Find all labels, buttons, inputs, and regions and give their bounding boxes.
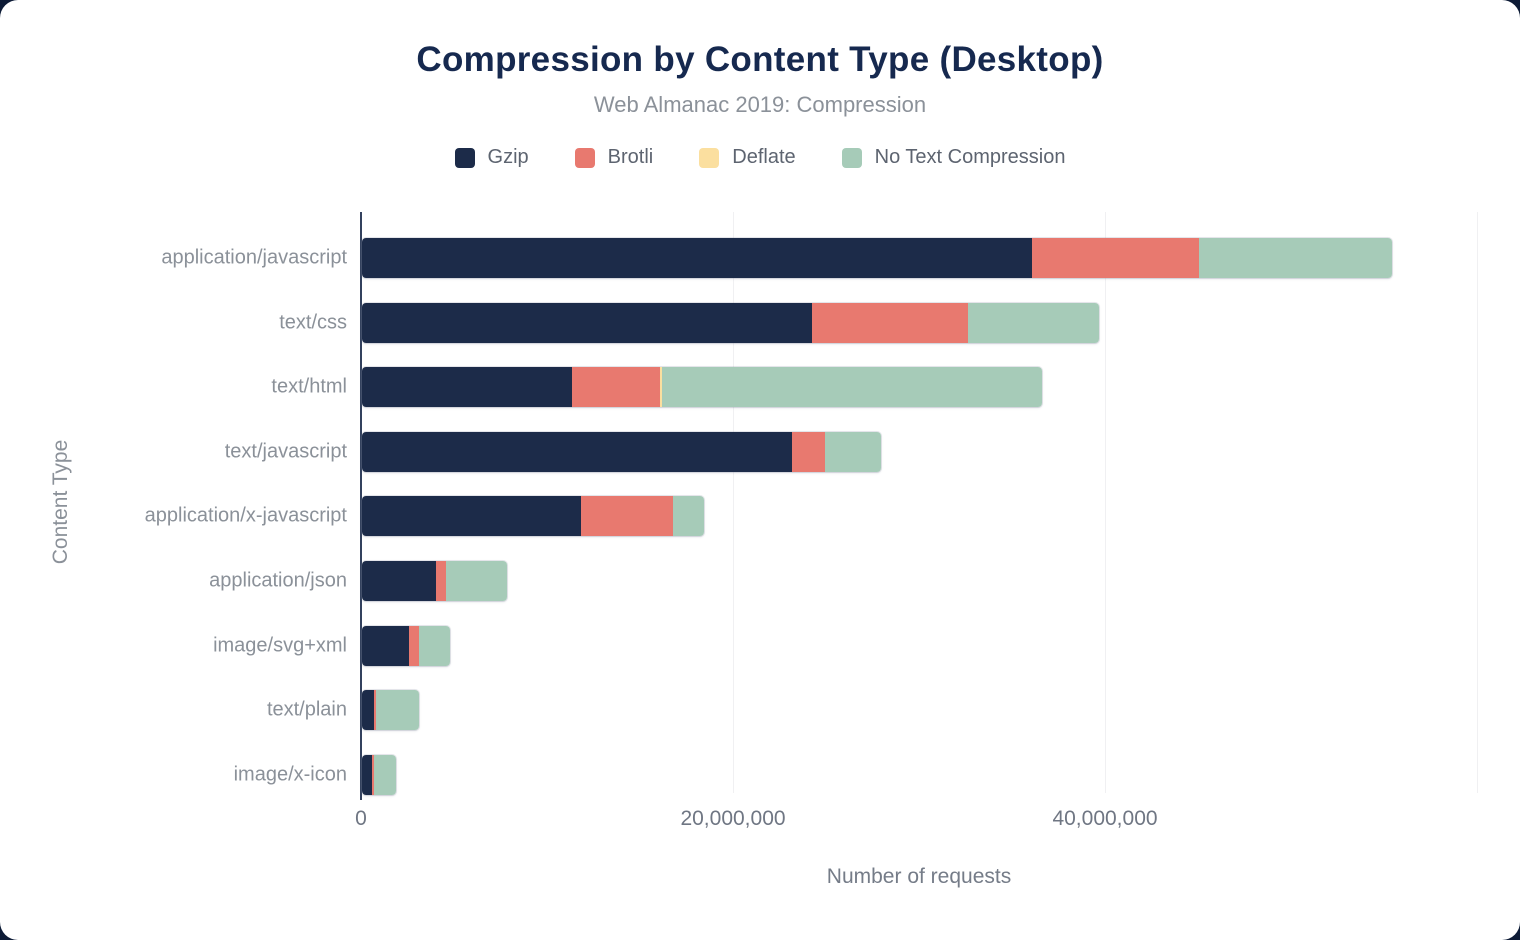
bar-segment-brotli[interactable] <box>373 690 376 731</box>
bar-segment-deflate[interactable] <box>659 367 663 408</box>
bar-segment-brotli[interactable] <box>791 431 826 472</box>
bar-segment-brotli[interactable] <box>371 754 375 795</box>
x-axis-title: Number of requests <box>826 865 1012 888</box>
gridline <box>1105 212 1106 793</box>
bar-segment-no-text-compression[interactable] <box>375 690 419 731</box>
bar-segment-brotli[interactable] <box>436 561 446 601</box>
x-axis-zero-tick <box>360 793 362 800</box>
legend-label: Deflate <box>732 146 796 168</box>
bar-segment-no-text-compression[interactable] <box>672 496 705 537</box>
bar-segment-gzip[interactable] <box>362 625 409 666</box>
bar-segment-no-text-compression[interactable] <box>968 302 1099 343</box>
bar-segment-brotli[interactable] <box>572 367 660 408</box>
bar-segment-no-text-compression[interactable] <box>445 561 508 601</box>
bar-segment-gzip[interactable] <box>362 496 582 537</box>
legend-item-no-text-compression[interactable]: No Text Compression <box>841 146 1066 169</box>
bar-segment-gzip[interactable] <box>362 561 437 601</box>
bar-segment-no-text-compression[interactable] <box>825 431 881 472</box>
y-axis-title: Content Type <box>49 439 72 565</box>
bar-row <box>362 754 396 795</box>
legend: Gzip Brotli Deflate No Text Compression <box>0 146 1520 169</box>
legend-swatch-icon <box>574 147 595 168</box>
bar-row <box>362 496 705 537</box>
bar-segment-no-text-compression[interactable] <box>374 754 396 795</box>
category-label: application/javascript <box>161 246 347 269</box>
legend-item-brotli[interactable]: Brotli <box>574 146 654 169</box>
bar-row <box>362 302 1099 343</box>
bar-segment-brotli[interactable] <box>408 625 419 666</box>
category-label: application/x-javascript <box>144 504 347 527</box>
legend-item-gzip[interactable]: Gzip <box>454 146 529 169</box>
legend-label: Gzip <box>487 146 529 168</box>
bar-segment-brotli[interactable] <box>812 302 969 343</box>
y-axis-line <box>360 212 362 793</box>
legend-swatch-icon <box>841 147 862 168</box>
bar-row <box>362 561 508 601</box>
chart-title: Compression by Content Type (Desktop) <box>416 40 1104 79</box>
category-label: image/x-icon <box>233 763 347 786</box>
bar-row <box>362 238 1393 278</box>
category-label: application/json <box>209 569 347 592</box>
category-label: image/svg+xml <box>213 634 347 657</box>
legend-swatch-icon <box>454 147 475 168</box>
bar-row <box>362 431 881 472</box>
bar-segment-brotli[interactable] <box>581 496 673 537</box>
bar-segment-gzip[interactable] <box>362 754 372 795</box>
chart-subtitle: Web Almanac 2019: Compression <box>593 92 927 117</box>
legend-item-deflate[interactable]: Deflate <box>699 146 796 169</box>
bar-segment-gzip[interactable] <box>362 431 792 472</box>
bar-segment-no-text-compression[interactable] <box>418 625 451 666</box>
bar-segment-gzip[interactable] <box>362 302 813 343</box>
category-label: text/html <box>271 375 347 398</box>
category-label: text/plain <box>266 698 347 721</box>
gridline <box>1477 212 1478 793</box>
x-axis-tick-label: 0 <box>355 807 367 830</box>
bar-row <box>362 690 419 731</box>
bar-row <box>362 625 451 666</box>
bar-segment-gzip[interactable] <box>362 238 1032 278</box>
plot-area: Number of requests 0 20,000,000 40,000,000… <box>145 212 1478 888</box>
bar-segment-no-text-compression[interactable] <box>1199 238 1393 278</box>
legend-swatch-icon <box>699 147 720 168</box>
bar-row <box>362 367 1042 408</box>
gridline <box>733 212 734 793</box>
legend-label: No Text Compression <box>874 146 1066 168</box>
x-axis-tick-label: 20,000,000 <box>680 807 786 830</box>
category-label: text/css <box>279 311 347 334</box>
x-axis-tick-label: 40,000,000 <box>1052 807 1158 830</box>
bar-segment-brotli[interactable] <box>1031 238 1199 278</box>
category-label: text/javascript <box>224 440 347 463</box>
bar-segment-gzip[interactable] <box>362 367 573 408</box>
bar-segment-no-text-compression[interactable] <box>662 367 1042 408</box>
bar-segment-gzip[interactable] <box>362 690 374 731</box>
legend-label: Brotli <box>607 146 654 168</box>
